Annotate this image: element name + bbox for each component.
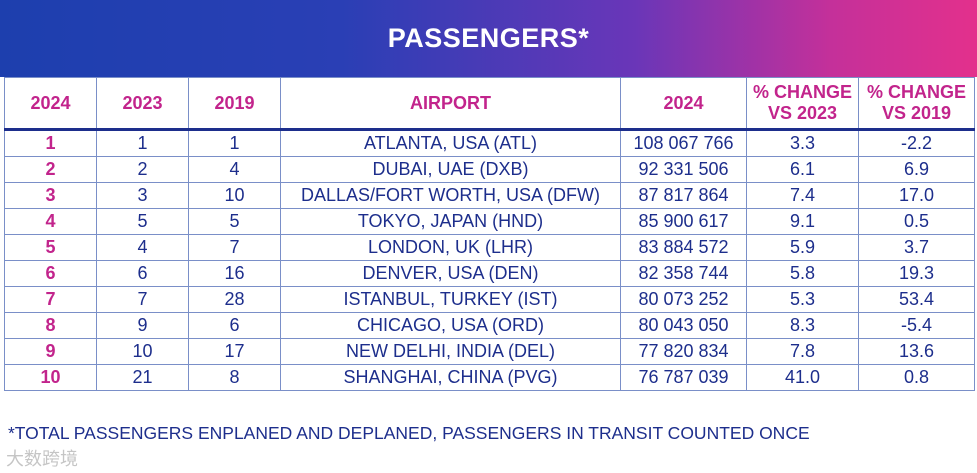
passengers-table: 2024 2023 2019 AIRPORT 2024 % CHANGE VS … — [4, 77, 975, 391]
rank-2024-cell: 2 — [4, 156, 97, 183]
rank-2023-cell: 9 — [96, 312, 189, 339]
change-2023-cell: 6.1 — [746, 156, 859, 183]
rank-2023-cell: 10 — [96, 338, 189, 365]
rank-2023-cell: 5 — [96, 208, 189, 235]
rank-2019-cell: 1 — [188, 128, 281, 157]
table-row: 1 1 1 ATLANTA, USA (ATL) 108 067 766 3.3… — [4, 128, 975, 157]
change-2023-cell: 8.3 — [746, 312, 859, 339]
rank-2023-cell: 4 — [96, 234, 189, 261]
rank-2024-cell: 4 — [4, 208, 97, 235]
airport-cell: DUBAI, UAE (DXB) — [280, 156, 621, 183]
change-2023-cell: 7.8 — [746, 338, 859, 365]
rank-2019-cell: 4 — [188, 156, 281, 183]
rank-2024-cell: 8 — [4, 312, 97, 339]
table-row: 3 3 10 DALLAS/FORT WORTH, USA (DFW) 87 8… — [4, 182, 975, 209]
airport-cell: CHICAGO, USA (ORD) — [280, 312, 621, 339]
rank-2019-cell: 6 — [188, 312, 281, 339]
passengers-cell: 85 900 617 — [620, 208, 747, 235]
rank-2019-cell: 28 — [188, 286, 281, 313]
table-row: 7 7 28 ISTANBUL, TURKEY (IST) 80 073 252… — [4, 286, 975, 313]
header-row: 2024 2023 2019 AIRPORT 2024 % CHANGE VS … — [4, 77, 975, 130]
change-2023-cell: 41.0 — [746, 364, 859, 391]
change-2019-cell: 13.6 — [858, 338, 975, 365]
airport-cell: DENVER, USA (DEN) — [280, 260, 621, 287]
title-banner: PASSENGERS* — [0, 0, 977, 77]
rank-2024-cell: 7 — [4, 286, 97, 313]
footnote: *TOTAL PASSENGERS ENPLANED AND DEPLANED,… — [8, 423, 810, 443]
rank-2024-cell: 3 — [4, 182, 97, 209]
rank-2019-cell: 5 — [188, 208, 281, 235]
rank-2024-cell: 5 — [4, 234, 97, 261]
airport-cell: SHANGHAI, CHINA (PVG) — [280, 364, 621, 391]
airport-cell: ISTANBUL, TURKEY (IST) — [280, 286, 621, 313]
change-2019-cell: -5.4 — [858, 312, 975, 339]
rank-2024-cell: 9 — [4, 338, 97, 365]
change-2023-cell: 5.9 — [746, 234, 859, 261]
change-2019-cell: 0.8 — [858, 364, 975, 391]
change-2023-cell: 5.3 — [746, 286, 859, 313]
table-row: 10 21 8 SHANGHAI, CHINA (PVG) 76 787 039… — [4, 364, 975, 391]
airport-cell: DALLAS/FORT WORTH, USA (DFW) — [280, 182, 621, 209]
passengers-cell: 108 067 766 — [620, 128, 747, 157]
passengers-cell: 82 358 744 — [620, 260, 747, 287]
change-2019-cell: 3.7 — [858, 234, 975, 261]
table-row: 6 6 16 DENVER, USA (DEN) 82 358 744 5.8 … — [4, 260, 975, 287]
rank-2024-cell: 10 — [4, 364, 97, 391]
table-row: 9 10 17 NEW DELHI, INDIA (DEL) 77 820 83… — [4, 338, 975, 365]
passengers-cell: 87 817 864 — [620, 182, 747, 209]
rank-2019-cell: 17 — [188, 338, 281, 365]
col-header-airport: AIRPORT — [280, 77, 621, 130]
rank-2019-cell: 16 — [188, 260, 281, 287]
col-header-passengers-2024: 2024 — [620, 77, 747, 130]
change-2023-cell: 9.1 — [746, 208, 859, 235]
watermark: 大数跨境 — [6, 449, 78, 470]
page-title: PASSENGERS* — [387, 23, 590, 53]
rank-2023-cell: 21 — [96, 364, 189, 391]
rank-2023-cell: 6 — [96, 260, 189, 287]
col-header-change-vs-2019: % CHANGE VS 2019 — [858, 77, 975, 130]
passengers-cell: 76 787 039 — [620, 364, 747, 391]
airport-cell: LONDON, UK (LHR) — [280, 234, 621, 261]
rank-2019-cell: 10 — [188, 182, 281, 209]
col-header-rank-2024: 2024 — [4, 77, 97, 130]
passengers-cell: 80 043 050 — [620, 312, 747, 339]
change-2019-cell: 19.3 — [858, 260, 975, 287]
col-header-rank-2023: 2023 — [96, 77, 189, 130]
airport-cell: ATLANTA, USA (ATL) — [280, 128, 621, 157]
table-row: 4 5 5 TOKYO, JAPAN (HND) 85 900 617 9.1 … — [4, 208, 975, 235]
airport-cell: NEW DELHI, INDIA (DEL) — [280, 338, 621, 365]
rank-2024-cell: 1 — [4, 128, 97, 157]
change-2023-cell: 3.3 — [746, 128, 859, 157]
change-2023-cell: 5.8 — [746, 260, 859, 287]
table-row: 5 4 7 LONDON, UK (LHR) 83 884 572 5.9 3.… — [4, 234, 975, 261]
passengers-cell: 77 820 834 — [620, 338, 747, 365]
passengers-cell: 83 884 572 — [620, 234, 747, 261]
change-2019-cell: 0.5 — [858, 208, 975, 235]
table-row: 2 2 4 DUBAI, UAE (DXB) 92 331 506 6.1 6.… — [4, 156, 975, 183]
col-header-rank-2019: 2019 — [188, 77, 281, 130]
airport-cell: TOKYO, JAPAN (HND) — [280, 208, 621, 235]
change-2019-cell: 6.9 — [858, 156, 975, 183]
rank-2023-cell: 2 — [96, 156, 189, 183]
rank-2019-cell: 8 — [188, 364, 281, 391]
rank-2024-cell: 6 — [4, 260, 97, 287]
passengers-cell: 80 073 252 — [620, 286, 747, 313]
rank-2023-cell: 1 — [96, 128, 189, 157]
table-wrapper: 2024 2023 2019 AIRPORT 2024 % CHANGE VS … — [4, 77, 975, 391]
passengers-cell: 92 331 506 — [620, 156, 747, 183]
col-header-change-vs-2023: % CHANGE VS 2023 — [746, 77, 859, 130]
change-2023-cell: 7.4 — [746, 182, 859, 209]
change-2019-cell: -2.2 — [858, 128, 975, 157]
change-2019-cell: 17.0 — [858, 182, 975, 209]
rank-2023-cell: 7 — [96, 286, 189, 313]
change-2019-cell: 53.4 — [858, 286, 975, 313]
rank-2019-cell: 7 — [188, 234, 281, 261]
table-row: 8 9 6 CHICAGO, USA (ORD) 80 043 050 8.3 … — [4, 312, 975, 339]
rank-2023-cell: 3 — [96, 182, 189, 209]
